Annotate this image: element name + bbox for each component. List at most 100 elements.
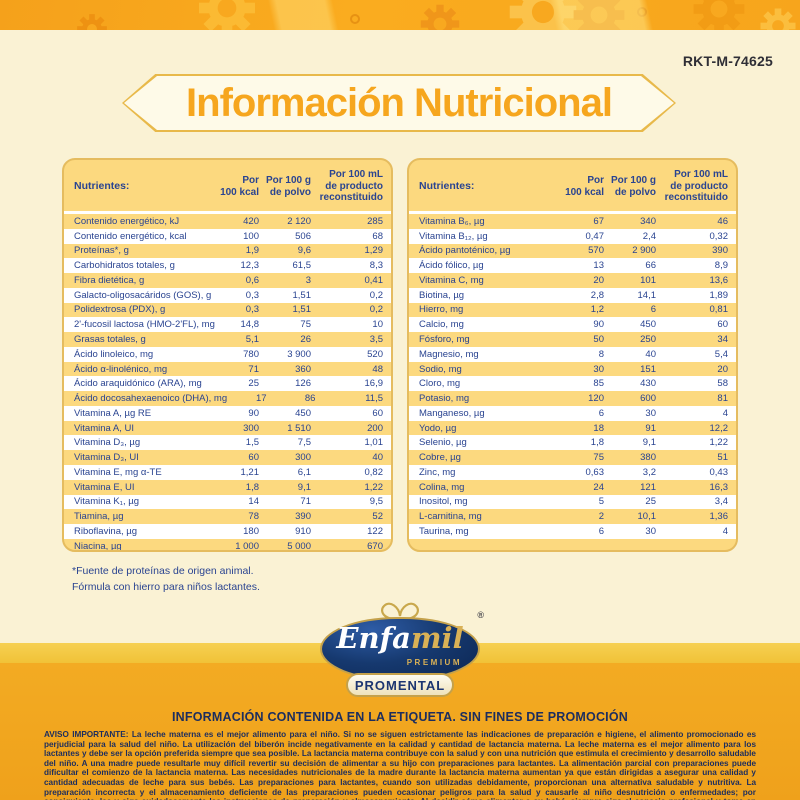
nutrient-name: Manganeso, µg (419, 407, 485, 419)
column-header-nutrients: Nutrientes: (74, 179, 130, 192)
nutrient-name: Calcio, mg (419, 319, 464, 331)
value-per-100g: 1 510 (287, 422, 311, 434)
gear-icon (77, 14, 107, 30)
value-per-100g: 71 (300, 496, 311, 508)
table-row: Niacina, µg 1 000 5 000 670 (64, 539, 391, 552)
nutrient-name: Vitamina D₃, UI (74, 452, 139, 464)
table-row: Yodo, µg 18 91 12,2 (409, 421, 736, 436)
value-per-100g: 600 (640, 393, 656, 405)
title-badge-fill (124, 76, 674, 130)
value-per-100kcal: 0,3 (245, 304, 259, 316)
nutrient-name: Inositol, mg (419, 496, 468, 508)
table-row: Ácido araquidónico (ARA), mg 25 126 16,9 (64, 376, 391, 392)
value-per-100kcal: 30 (593, 363, 604, 375)
value-per-100ml: 10 (372, 319, 383, 331)
value-per-100ml: 34 (717, 334, 728, 345)
table-row: Grasas totales, g 5,1 26 3,5 (64, 332, 391, 347)
value-per-100g: 91 (645, 422, 656, 434)
value-per-100g: 450 (640, 319, 656, 331)
label-disclaimer-title: INFORMACIÓN CONTENIDA EN LA ETIQUETA. SI… (172, 710, 628, 724)
value-per-100ml: 670 (367, 540, 383, 552)
table-header: Nutrientes: Por 100 kcal Por 100 g de po… (409, 160, 736, 214)
value-per-100g: 121 (640, 481, 656, 493)
nutrient-name: Yodo, µg (419, 422, 457, 434)
value-per-100g: 430 (640, 378, 656, 390)
nutrient-name: Ácido araquidónico (ARA), mg (74, 378, 202, 390)
value-per-100kcal: 85 (593, 378, 604, 390)
nutrient-name: Sodio, mg (419, 363, 462, 375)
nutrient-name: Selenio, µg (419, 437, 467, 449)
column-header-per-100kcal: Por 100 kcal (565, 175, 604, 198)
value-per-100kcal: 1 000 (235, 540, 259, 552)
nutrient-name: Riboflavina, µg (74, 525, 138, 537)
value-per-100g: 30 (645, 407, 656, 419)
nutrient-name: Carbohidratos totales, g (74, 260, 175, 272)
value-per-100kcal: 100 (243, 230, 259, 242)
value-per-100ml: 0,43 (709, 466, 729, 478)
gear-icon (199, 0, 255, 30)
value-per-100g: 2,4 (642, 230, 656, 242)
promental-banner: PROMENTAL (346, 673, 454, 697)
value-per-100g: 3 (305, 274, 311, 286)
value-per-100g: 2 120 (287, 215, 311, 227)
table-row: Vitamina C, mg 20 101 13,6 (409, 273, 736, 288)
nutrient-name: Vitamina E, mg α-TE (74, 466, 162, 478)
column-header-per-100ml: Por 100 mL de producto reconstituido (319, 169, 383, 204)
value-per-100g: 9,1 (642, 437, 656, 449)
nutrient-name: Ácido linoleico, mg (74, 348, 154, 360)
nutrition-table-right: Nutrientes: Por 100 kcal Por 100 g de po… (407, 158, 738, 552)
table-row: Vitamina B₆, µg 67 340 46 (409, 214, 736, 229)
value-per-100g: 380 (640, 452, 656, 464)
value-per-100ml: 40 (372, 452, 383, 464)
nutrient-name: Contenido energético, kJ (74, 215, 180, 227)
column-header-nutrients: Nutrientes: (419, 179, 475, 192)
value-per-100kcal: 0,6 (245, 274, 259, 286)
value-per-100g: 506 (295, 230, 311, 242)
value-per-100ml: 48 (372, 363, 383, 375)
value-per-100g: 25 (645, 496, 656, 508)
nutrient-name: Fibra dietética, g (74, 274, 145, 286)
value-per-100g: 390 (295, 511, 311, 523)
value-per-100ml: 8,9 (714, 260, 728, 272)
value-per-100ml: 68 (372, 230, 383, 242)
table-row: Colina, mg 24 121 16,3 (409, 480, 736, 495)
value-per-100kcal: 1,8 (590, 437, 604, 449)
table-row: Vitamina D₃, µg 1,5 7,5 1,01 (64, 435, 391, 451)
value-per-100g: 30 (645, 525, 656, 537)
value-per-100g: 66 (645, 260, 656, 272)
table-row: 2'-fucosil lactosa (HMO-2'FL), mg 14,8 7… (64, 317, 391, 333)
value-per-100ml: 52 (372, 511, 383, 523)
value-per-100kcal: 25 (248, 378, 259, 390)
value-per-100ml: 4 (722, 407, 728, 419)
nutrient-name: Fósforo, mg (419, 334, 470, 345)
value-per-100kcal: 71 (248, 363, 259, 375)
value-per-100kcal: 78 (248, 511, 259, 523)
column-header-per-100kcal: Por 100 kcal (220, 175, 259, 198)
nutrient-name: Colina, mg (419, 481, 465, 493)
value-per-100g: 10,1 (637, 511, 657, 523)
nutrition-table-left: Nutrientes: Por 100 kcal Por 100 g de po… (62, 158, 393, 552)
table-row: Vitamina A, UI 300 1 510 200 (64, 421, 391, 436)
nutrient-name: Vitamina A, UI (74, 422, 135, 434)
table-row: Tiamina, µg 78 390 52 (64, 509, 391, 524)
value-per-100kcal: 2 (598, 511, 604, 523)
table-row: Potasio, mg 120 600 81 (409, 391, 736, 406)
page-title: Información Nutricional (186, 80, 613, 125)
table-row: Ácido docosahexaenoico (DHA), mg 17 86 1… (64, 391, 391, 406)
value-per-100g: 40 (645, 348, 656, 360)
value-per-100ml: 1,01 (364, 437, 384, 449)
value-per-100kcal: 0,63 (585, 466, 605, 478)
nutrient-name: Potasio, mg (419, 393, 470, 405)
nutrient-name: Vitamina E, UI (74, 481, 135, 493)
nutrient-name: Cloro, mg (419, 378, 461, 390)
premium-label: PREMIUM (406, 658, 462, 667)
value-per-100g: 5 000 (287, 540, 311, 552)
nutrient-name: Vitamina D₃, µg (74, 437, 141, 449)
nutrient-name: Proteínas*, g (74, 245, 129, 257)
value-per-100kcal: 17 (256, 393, 267, 405)
value-per-100g: 1,51 (292, 304, 312, 316)
table-row: Selenio, µg 1,8 9,1 1,22 (409, 435, 736, 451)
value-per-100ml: 3,4 (714, 496, 728, 508)
value-per-100kcal: 50 (593, 334, 604, 345)
value-per-100kcal: 570 (588, 245, 604, 257)
